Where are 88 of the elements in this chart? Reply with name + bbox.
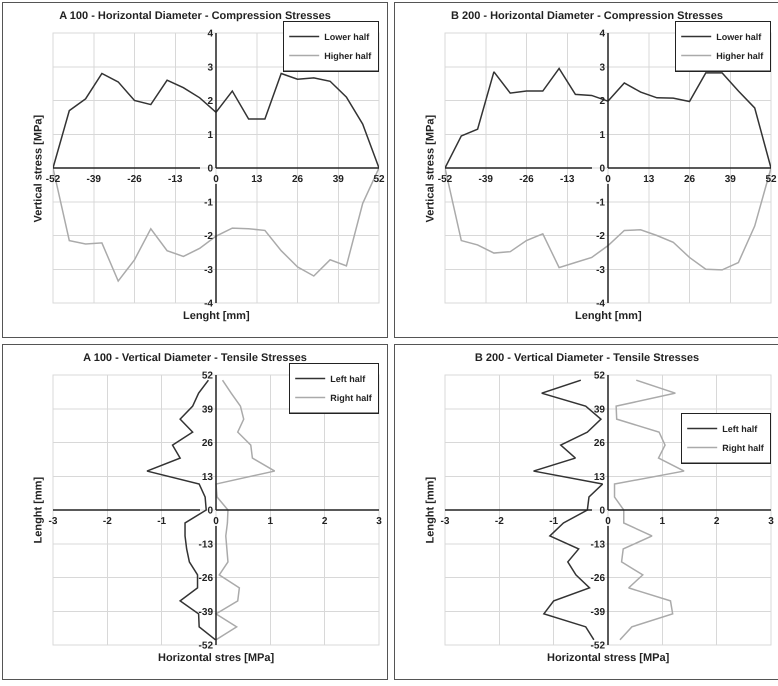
x-tick-label: 1 bbox=[660, 516, 666, 527]
y-tick-label: 52 bbox=[202, 370, 214, 382]
x-tick-label: -39 bbox=[86, 174, 102, 185]
y-tick-label: 1 bbox=[207, 130, 214, 141]
x-tick-label: -1 bbox=[157, 516, 167, 527]
x-tick-label: 2 bbox=[322, 516, 328, 527]
x-tick-label: -52 bbox=[438, 174, 453, 185]
line-series bbox=[215, 379, 276, 641]
chart-title: B 200 - Horizontal Diameter - Compression Stresses bbox=[450, 10, 724, 22]
y-tick-label: 39 bbox=[202, 404, 214, 416]
y-tick-label: -2 bbox=[596, 231, 606, 242]
y-tick-label: -52 bbox=[590, 640, 606, 652]
y-tick-label: 13 bbox=[594, 472, 606, 483]
legend-label: Lower half bbox=[716, 32, 762, 42]
x-tick-label: -3 bbox=[48, 516, 58, 527]
legend-label: Higher half bbox=[716, 51, 764, 62]
y-tick-label: 3 bbox=[599, 62, 606, 74]
y-tick-label: 0 bbox=[599, 506, 606, 516]
y-tick-label: 2 bbox=[207, 96, 214, 107]
x-axis-title: Horizontal stress [MPa] bbox=[547, 652, 670, 664]
y-tick-label: -39 bbox=[590, 606, 606, 618]
x-tick-label: -13 bbox=[168, 174, 183, 185]
x-tick-label: -39 bbox=[478, 174, 494, 185]
line-series bbox=[146, 379, 216, 641]
x-tick-label: 13 bbox=[251, 174, 263, 185]
y-tick-label: -13 bbox=[590, 539, 606, 550]
legend-label: Left half bbox=[722, 424, 758, 434]
y-tick-label: -3 bbox=[204, 264, 214, 276]
y-tick-label: 4 bbox=[207, 28, 214, 40]
x-axis-title: Lenght [mm] bbox=[183, 310, 250, 322]
x-tick-label: -1 bbox=[549, 516, 559, 527]
y-tick-label: -13 bbox=[198, 539, 214, 550]
line-series bbox=[614, 379, 685, 641]
y-tick-label: 26 bbox=[202, 438, 214, 449]
y-tick-label: -4 bbox=[596, 298, 606, 310]
x-tick-label: 26 bbox=[684, 174, 696, 185]
y-tick-label: 39 bbox=[594, 404, 606, 416]
x-tick-label: -2 bbox=[494, 516, 504, 527]
y-tick-label: 0 bbox=[599, 164, 606, 174]
y-tick-label: -1 bbox=[596, 197, 606, 208]
x-tick-label: -26 bbox=[519, 174, 534, 185]
legend-label: Right half bbox=[330, 393, 373, 404]
chart-title: A 100 - Horizontal Diameter - Compression Stresses bbox=[59, 10, 331, 22]
x-tick-label: 26 bbox=[292, 174, 304, 185]
y-tick-label: 1 bbox=[599, 130, 606, 141]
x-tick-label: -52 bbox=[46, 174, 61, 185]
y-tick-label: 3 bbox=[207, 62, 214, 74]
x-tick-label: 39 bbox=[332, 174, 344, 185]
x-tick-label: 13 bbox=[643, 174, 655, 185]
x-tick-label: -2 bbox=[102, 516, 112, 527]
y-tick-label: 13 bbox=[202, 472, 214, 483]
y-tick-label: -26 bbox=[198, 573, 214, 584]
x-tick-label: -26 bbox=[127, 174, 142, 185]
x-tick-label: 39 bbox=[724, 174, 736, 185]
y-tick-label: 52 bbox=[594, 370, 606, 382]
x-axis-title: Horizontal stres [MPa] bbox=[158, 652, 274, 664]
y-tick-label: -2 bbox=[204, 231, 214, 242]
y-tick-label: -4 bbox=[204, 298, 214, 310]
x-tick-label: 1 bbox=[268, 516, 274, 527]
y-axis-title: Vertical stress [MPa] bbox=[32, 114, 44, 222]
line-series bbox=[532, 379, 604, 641]
y-axis-title: Lenght [mm] bbox=[32, 476, 44, 544]
x-tick-label: -3 bbox=[440, 516, 450, 527]
y-tick-label: -3 bbox=[596, 264, 606, 276]
x-tick-label: 2 bbox=[714, 516, 720, 527]
y-tick-label: -26 bbox=[590, 573, 606, 584]
chart-title: A 100 - Vertical Diameter - Tensile Stresses bbox=[83, 352, 307, 364]
y-axis-title: Lenght [mm] bbox=[424, 476, 436, 544]
y-tick-label: 4 bbox=[599, 28, 606, 40]
y-tick-label: 0 bbox=[207, 506, 214, 516]
x-axis-title: Lenght [mm] bbox=[575, 310, 642, 322]
x-tick-label: -13 bbox=[560, 174, 575, 185]
y-tick-label: -39 bbox=[198, 606, 214, 618]
x-tick-label: 52 bbox=[373, 174, 385, 185]
y-tick-label: 26 bbox=[594, 438, 606, 449]
legend-label: Higher half bbox=[324, 51, 372, 62]
y-axis-title: Vertical stress [MPa] bbox=[424, 114, 436, 222]
y-tick-label: 0 bbox=[207, 164, 214, 174]
y-tick-label: 2 bbox=[599, 96, 606, 107]
legend-label: Right half bbox=[722, 443, 765, 454]
y-tick-label: -52 bbox=[198, 640, 214, 652]
x-tick-label: 3 bbox=[768, 516, 774, 527]
legend-label: Left half bbox=[330, 374, 366, 384]
x-tick-label: 52 bbox=[765, 174, 777, 185]
legend-label: Lower half bbox=[324, 32, 370, 42]
x-tick-label: 3 bbox=[376, 516, 382, 527]
chart-title: B 200 - Vertical Diameter - Tensile Stresses bbox=[474, 352, 700, 364]
y-tick-label: -1 bbox=[204, 197, 214, 208]
